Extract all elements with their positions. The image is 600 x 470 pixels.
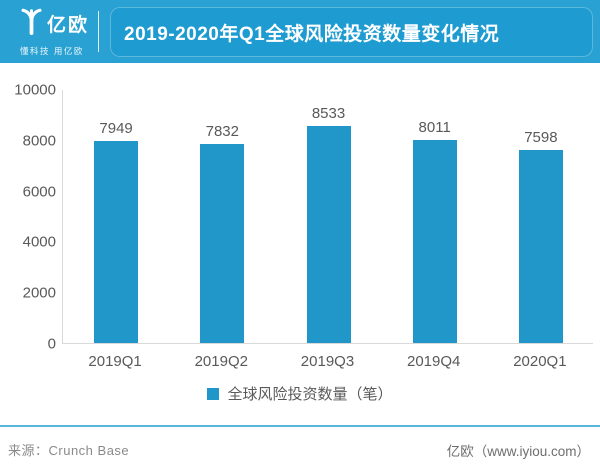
bar-2019Q3 xyxy=(306,126,351,343)
bar-2020Q1 xyxy=(518,150,563,343)
title-box: 2019-2020年Q1全球风险投资数量变化情况 xyxy=(110,7,593,57)
x-axis-tick-label: 2019Q4 xyxy=(406,353,461,370)
y-axis-tick-label: 10000 xyxy=(14,81,56,99)
page-title: 2019-2020年Q1全球风险投资数量变化情况 xyxy=(124,23,500,45)
bar-value-label: 7598 xyxy=(524,129,558,146)
header-divider xyxy=(98,11,99,52)
chart-legend: 全球风险投资数量（笔） xyxy=(0,383,600,404)
bar-value-label: 7832 xyxy=(205,123,239,140)
legend-swatch xyxy=(207,387,220,400)
legend-label: 全球风险投资数量（笔） xyxy=(227,386,393,403)
footer-divider xyxy=(0,425,600,427)
x-axis-tick-label: 2019Q1 xyxy=(88,353,142,370)
bar-chart: 0 2000 4000 6000 8000 10000 7949 7832 8533 8011 7… xyxy=(0,63,600,403)
credit-text: 亿欧（www.iyiou.com） xyxy=(446,444,590,459)
x-axis-tick-label: 2019Q2 xyxy=(194,353,248,370)
logo: 亿欧 懂科技 用亿欧 xyxy=(20,7,89,57)
y-axis-tick-label: 8000 xyxy=(22,132,56,150)
y-axis: 0 2000 4000 6000 8000 10000 xyxy=(0,82,56,353)
y-axis-tick-label: 6000 xyxy=(22,183,56,201)
bar-2019Q1 xyxy=(94,141,139,343)
header-bar: 亿欧 懂科技 用亿欧 2019-2020年Q1全球风险投资数量变化情况 xyxy=(0,0,600,63)
bar-value-label: 8533 xyxy=(311,105,346,122)
y-axis-tick-label: 0 xyxy=(47,335,56,353)
bar-2019Q4 xyxy=(412,140,457,343)
bar-2019Q2 xyxy=(200,144,245,343)
x-axis: 2019Q1 2019Q2 2019Q3 2019Q4 2020Q1 xyxy=(62,353,593,375)
y-axis-tick-label: 2000 xyxy=(22,284,56,302)
bar-value-label: 7949 xyxy=(99,120,133,137)
yiou-logo-icon xyxy=(20,7,43,40)
x-axis-tick-label: 2019Q3 xyxy=(300,353,355,370)
x-axis-tick-label: 2020Q1 xyxy=(513,353,567,370)
footer: 来源：Crunch Base 亿欧（www.iyiou.com） xyxy=(0,440,600,460)
logo-tagline: 懂科技 用亿欧 xyxy=(20,46,84,56)
bar-value-label: 8011 xyxy=(418,119,451,136)
plot-area: 7949 7832 8533 8011 7598 xyxy=(62,90,593,344)
logo-brand-text: 亿欧 xyxy=(47,15,90,36)
y-axis-tick-label: 4000 xyxy=(22,233,56,251)
source-text: 来源：Crunch Base xyxy=(8,443,130,458)
